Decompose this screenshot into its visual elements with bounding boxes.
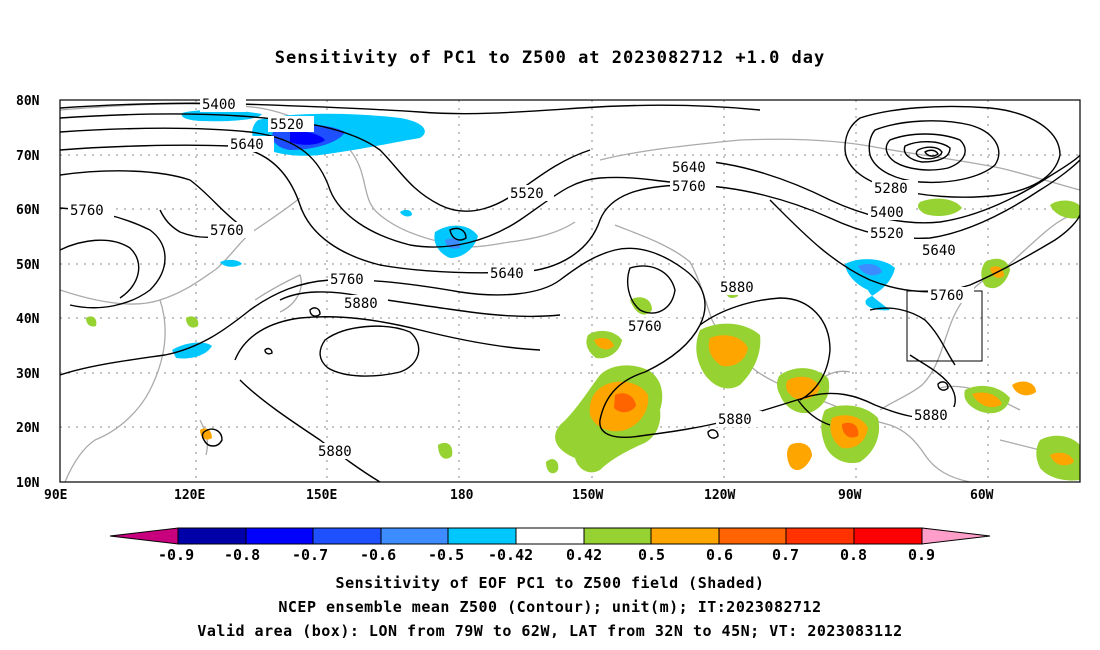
lon-label: 60W [970,488,994,503]
lon-label: 120W [704,488,735,503]
colorbar-label: -0.42 [488,546,533,564]
caption-contour: NCEP ensemble mean Z500 (Contour); unit(… [278,598,822,616]
colorbar-segment [380,527,449,545]
latitude-labels: 80N 70N 60N 50N 40N 30N 20N 10N [16,94,40,491]
contour-label: 5640 [490,266,524,282]
map-frame [59,99,1081,483]
lat-label: 50N [16,258,40,273]
lat-label: 40N [16,312,40,327]
contour-label: 5400 [870,205,904,221]
colorbar-label: -0.6 [360,546,396,564]
chart-title: Sensitivity of PC1 to Z500 at 2023082712… [274,48,826,68]
contour-label: 5760 [628,319,662,335]
colorbar-segment [109,527,179,545]
colorbar-segment [447,527,517,545]
contour-label: 5760 [330,272,364,288]
caption-valid-area: Valid area (box): LON from 79W to 62W, L… [197,622,903,640]
colorbar-label: -0.9 [158,546,194,564]
contour-label: 5880 [718,412,752,428]
colorbar-segment [245,527,314,545]
colorbar-labels: -0.9 -0.8 -0.7 -0.6 -0.5 -0.42 0.42 0.5 … [158,546,935,564]
colorbar-segment [515,527,585,545]
contour-label: 5280 [874,181,908,197]
lon-label: 150E [306,488,337,503]
contour-label: 5400 [202,97,236,113]
lat-label: 60N [16,203,40,218]
colorbar [109,527,991,545]
contour-label: 5760 [210,223,244,239]
contour-label: 5640 [922,243,956,259]
lat-label: 70N [16,149,40,164]
colorbar-label: 0.8 [840,546,867,564]
colorbar-segment [785,527,855,545]
contour-labels: 5400 5520 5640 5760 5760 5520 5640 5760 … [68,96,974,460]
colorbar-segment [650,527,720,545]
colorbar-label: -0.5 [428,546,464,564]
contour-label: 5880 [344,296,378,312]
contour-label: 5520 [510,186,544,202]
colorbar-segment [853,527,923,545]
contour-label: 5880 [318,444,352,460]
contour-label: 5640 [672,160,706,176]
lat-label: 30N [16,367,40,382]
colorbar-label: 0.7 [772,546,799,564]
lon-label: 150W [572,488,603,503]
colorbar-segment [312,527,382,545]
longitude-labels: 90E 120E 150E 180 150W 120W 90W 60W [44,488,994,503]
colorbar-label: 0.6 [706,546,733,564]
colorbar-label: -0.7 [292,546,328,564]
lon-label: 90E [44,488,67,503]
z500-contours [60,102,1080,482]
lon-label: 90W [838,488,862,503]
colorbar-label: 0.5 [638,546,665,564]
lat-label: 80N [16,94,40,109]
colorbar-label: 0.42 [566,546,602,564]
positive-sensitivity-shading [86,198,1080,481]
contour-label: 5520 [270,117,304,133]
lon-label: 180 [450,488,474,503]
lat-label: 20N [16,421,40,436]
contour-label: 5880 [720,280,754,296]
contour-label: 5760 [70,203,104,219]
contour-label: 5520 [870,226,904,242]
colorbar-segment [177,527,247,545]
lon-label: 120E [174,488,205,503]
colorbar-segment [718,527,787,545]
colorbar-segment [921,527,991,545]
caption-shading: Sensitivity of EOF PC1 to Z500 field (Sh… [335,574,765,592]
contour-label: 5760 [930,288,964,304]
contour-label: 5760 [672,179,706,195]
contour-label: 5880 [914,408,948,424]
colorbar-label: -0.8 [224,546,260,564]
contour-label: 5640 [230,137,264,153]
lat-label: 10N [16,476,40,491]
colorbar-label: 0.9 [908,546,935,564]
colorbar-segment [583,527,652,545]
